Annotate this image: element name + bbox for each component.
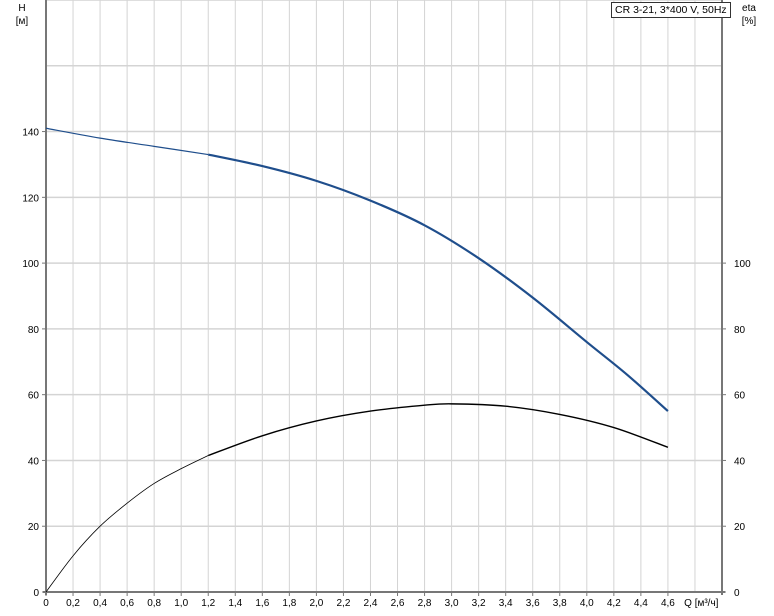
x-tick-label: 1,0 xyxy=(174,598,188,609)
x-tick-label: 0 xyxy=(43,598,49,609)
y-left-tick-label: 120 xyxy=(22,193,39,204)
x-tick-label: 2,8 xyxy=(418,598,432,609)
x-tick-label: 0,6 xyxy=(120,598,134,609)
x-axis-label: Q [м³/ч] xyxy=(684,598,719,609)
y-left-tick-label: 100 xyxy=(22,259,39,270)
y-right-tick-label: 100 xyxy=(734,259,751,270)
x-tick-label: 3,0 xyxy=(445,598,459,609)
y-right-tick-label: 0 xyxy=(734,588,740,599)
y-left-tick-label: 40 xyxy=(28,456,40,467)
x-tick-label: 3,8 xyxy=(553,598,567,609)
eta-curve xyxy=(207,403,669,457)
y-left-tick-label: 140 xyxy=(22,128,39,139)
x-tick-label: 1,2 xyxy=(201,598,215,609)
y-left-tick-label: 20 xyxy=(28,522,40,533)
y-right-tick-label: 20 xyxy=(734,522,746,533)
x-tick-label: 0,8 xyxy=(147,598,161,609)
x-tick-label: 2,0 xyxy=(309,598,323,609)
x-tick-label: 1,8 xyxy=(282,598,296,609)
x-tick-label: 0,4 xyxy=(93,598,107,609)
x-tick-label: 1,4 xyxy=(228,598,242,609)
legend-box: CR 3-21, 3*400 V, 50Hz xyxy=(611,2,731,18)
head-curve-thin xyxy=(45,127,209,156)
x-tick-label: 0,2 xyxy=(66,598,80,609)
y-right-tick-label: 40 xyxy=(734,456,746,467)
x-tick-label: 4,0 xyxy=(580,598,594,609)
x-tick-label: 2,6 xyxy=(391,598,405,609)
head-curve xyxy=(208,153,669,412)
x-tick-label: 4,4 xyxy=(634,598,648,609)
x-tick-label: 4,2 xyxy=(607,598,621,609)
y-right-tick-label: 60 xyxy=(734,391,746,402)
y-left-tick-label: 60 xyxy=(28,391,40,402)
y-right-axis-label: eta xyxy=(742,3,756,14)
x-tick-label: 4,6 xyxy=(661,598,675,609)
y-left-axis-label: H xyxy=(18,3,25,14)
eta-curve-thin xyxy=(45,455,209,593)
y-left-tick-label: 80 xyxy=(28,325,40,336)
x-tick-label: 2,2 xyxy=(336,598,350,609)
x-tick-label: 2,4 xyxy=(364,598,378,609)
y-left-axis-unit: [м] xyxy=(16,16,29,27)
x-tick-label: 3,6 xyxy=(526,598,540,609)
x-tick-label: 3,4 xyxy=(499,598,513,609)
y-right-axis-unit: [%] xyxy=(742,16,757,27)
y-right-tick-label: 80 xyxy=(734,325,746,336)
y-left-tick-label: 0 xyxy=(33,588,39,599)
x-tick-label: 1,6 xyxy=(255,598,269,609)
x-tick-label: 3,2 xyxy=(472,598,486,609)
